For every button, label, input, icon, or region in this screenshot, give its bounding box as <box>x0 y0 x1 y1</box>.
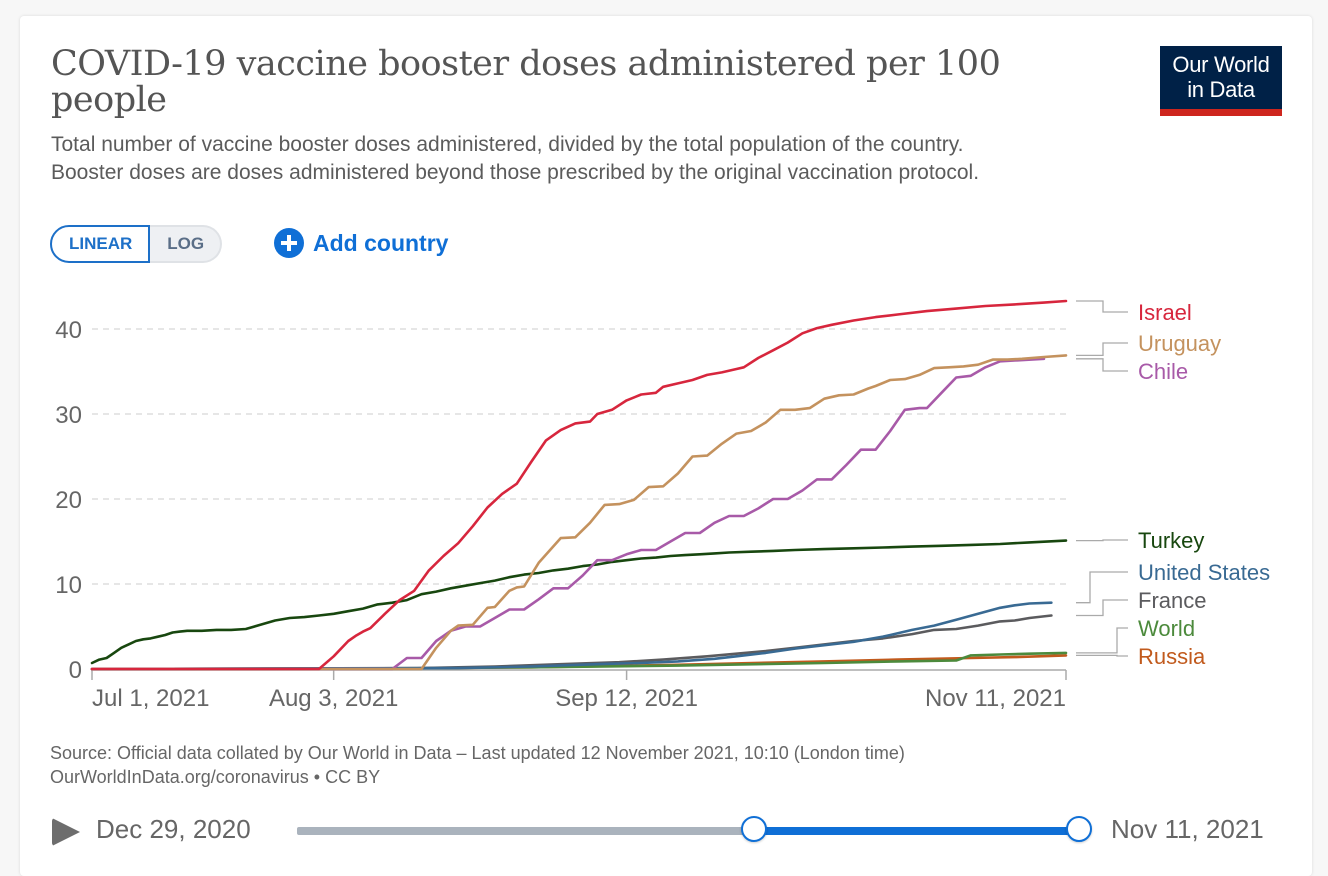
timeline: Dec 29, 2020 Nov 11, 2021 <box>50 810 1290 854</box>
label-connector <box>1076 300 1128 313</box>
line-label-turkey: Turkey <box>1138 528 1204 553</box>
owid-logo[interactable]: Our World in Data <box>1160 46 1282 116</box>
x-tick-label: Jul 1, 2021 <box>92 685 209 712</box>
license-note[interactable]: OurWorldInData.org/coronavirus • CC BY <box>50 767 381 787</box>
label-connector <box>1076 539 1128 542</box>
timeline-end-handle[interactable] <box>1066 816 1092 842</box>
series-lines <box>90 299 1068 671</box>
line-label-israel: Israel <box>1138 300 1192 325</box>
source-note: Source: Official data collated by Our Wo… <box>50 743 905 763</box>
y-tick-label: 10 <box>55 572 82 599</box>
log-scale-button[interactable]: LOG <box>150 225 223 263</box>
line-chart: 0 10 20 30 40 Jul 1, 2021 Aug 3, 2021 Sep 12, … <box>55 299 1270 712</box>
line-label-uruguay: Uruguay <box>1138 331 1221 356</box>
play-icon[interactable] <box>52 818 80 846</box>
x-axis: Jul 1, 2021 Aug 3, 2021 Sep 12, 2021 Nov 11… <box>91 669 1067 712</box>
line-label-chile: Chile <box>1138 359 1188 384</box>
subtitle-line-1: Total number of vaccine booster doses ad… <box>51 133 964 156</box>
series-line-turkey <box>90 539 1068 665</box>
y-tick-label: 0 <box>69 657 82 684</box>
gridlines <box>92 328 1066 585</box>
series-line-united-states <box>90 601 1053 671</box>
series-line-chile <box>90 357 1046 671</box>
label-connector <box>1076 358 1128 372</box>
add-country-button[interactable]: Add country <box>274 228 448 258</box>
plus-circle-icon <box>274 228 304 258</box>
line-labels: Israel Uruguay Chile Turkey United States Fra… <box>1076 300 1270 669</box>
series-line-uruguay <box>90 354 1068 671</box>
subtitle-line-2: Booster doses are doses administered bey… <box>51 161 980 184</box>
line-label-united-states: United States <box>1138 560 1270 585</box>
chart-card <box>20 16 1312 876</box>
timeline-track[interactable] <box>297 816 1092 842</box>
series-line-israel <box>90 299 1068 671</box>
line-label-france: France <box>1138 588 1206 613</box>
line-label-world: World <box>1138 616 1195 641</box>
scale-toggle: LINEAR LOG <box>50 225 223 263</box>
y-tick-label: 20 <box>55 487 82 514</box>
chart-subtitle: Total number of vaccine booster doses ad… <box>51 131 1201 187</box>
y-axis: 0 10 20 30 40 <box>55 317 82 684</box>
chart-title: COVID-19 vaccine booster doses administe… <box>51 44 1001 120</box>
logo-line-2: in Data <box>1187 77 1255 102</box>
x-tick-label: Aug 3, 2021 <box>269 685 398 712</box>
label-connector <box>1076 599 1128 617</box>
y-tick-label: 30 <box>55 402 82 429</box>
series-line-world <box>90 651 1068 671</box>
linear-scale-button[interactable]: LINEAR <box>50 225 151 263</box>
y-tick-label: 40 <box>55 317 82 344</box>
label-connector <box>1076 654 1128 657</box>
add-country-label: Add country <box>313 229 449 256</box>
line-label-russia: Russia <box>1138 644 1206 669</box>
timeline-start-handle[interactable] <box>741 816 768 842</box>
label-connector <box>1076 627 1128 654</box>
timeline-selected-range <box>754 827 1079 835</box>
timeline-end-label: Nov 11, 2021 <box>1111 814 1264 844</box>
logo-red-bar <box>1160 109 1282 116</box>
timeline-start-label: Dec 29, 2020 <box>96 814 251 844</box>
chart-footer: Source: Official data collated by Our Wo… <box>50 741 905 789</box>
x-tick-label: Sep 12, 2021 <box>555 685 698 712</box>
label-connector <box>1076 342 1128 357</box>
x-tick-label: Nov 11, 2021 <box>925 685 1066 712</box>
logo-line-1: Our World <box>1172 52 1270 77</box>
label-connector <box>1076 571 1128 604</box>
